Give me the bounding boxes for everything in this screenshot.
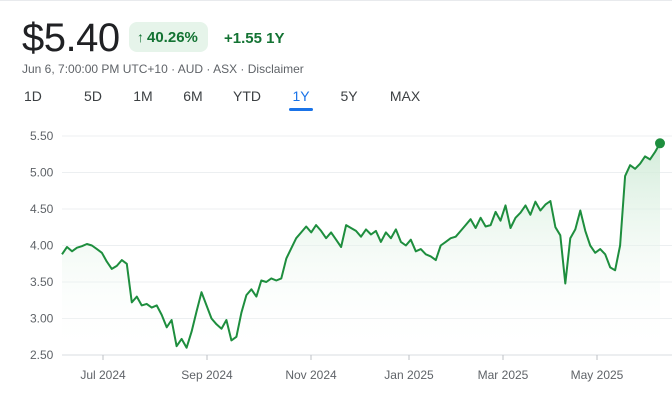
y-tick-label: 5.50 bbox=[30, 129, 54, 143]
y-tick-label: 3.00 bbox=[30, 312, 54, 326]
y-tick-label: 3.50 bbox=[30, 275, 54, 289]
x-tick-label: Mar 2025 bbox=[478, 368, 529, 382]
tab-1m[interactable]: 1M bbox=[133, 88, 153, 104]
absolute-change: +1.55 1Y bbox=[224, 30, 285, 47]
tab-max[interactable]: MAX bbox=[389, 88, 421, 104]
quote-meta-text: Jun 6, 7:00:00 PM UTC+10 · AUD · ASX · bbox=[22, 62, 248, 76]
price-line bbox=[61, 142, 661, 349]
top-divider bbox=[0, 0, 672, 1]
price-area bbox=[62, 143, 660, 355]
tab-1y[interactable]: 1Y bbox=[276, 86, 326, 109]
y-tick-label: 2.50 bbox=[30, 348, 54, 362]
range-tabs: 1D 5D 1M 6M YTD 1Y 5Y MAX bbox=[24, 86, 438, 109]
y-tick-label: 5.00 bbox=[30, 166, 54, 180]
x-tick-label: Jan 2025 bbox=[384, 368, 434, 382]
latest-price-dot bbox=[655, 138, 665, 149]
tab-5y[interactable]: 5Y bbox=[340, 88, 358, 104]
x-axis: Jul 2024 Sep 2024 Nov 2024 Jan 2025 Mar 2025… bbox=[80, 355, 624, 382]
percent-change-badge: ↑ 40.26% bbox=[129, 22, 208, 52]
x-tick-label: Jul 2024 bbox=[80, 368, 126, 382]
tab-1d[interactable]: 1D bbox=[24, 88, 42, 104]
tab-6m[interactable]: 6M bbox=[183, 88, 203, 104]
price-chart[interactable]: 5.50 5.00 4.50 4.00 3.50 3.00 2.50 Jul 2024 Sep… bbox=[0, 120, 672, 392]
x-tick-label: Sep 2024 bbox=[181, 368, 233, 382]
quote-meta: Jun 6, 7:00:00 PM UTC+10 · AUD · ASX · D… bbox=[22, 62, 304, 76]
y-axis-labels: 5.50 5.00 4.50 4.00 3.50 3.00 2.50 bbox=[30, 129, 54, 362]
tab-5d[interactable]: 5D bbox=[84, 88, 102, 104]
arrow-up-icon: ↑ bbox=[137, 29, 144, 45]
disclaimer-link[interactable]: Disclaimer bbox=[247, 62, 304, 76]
y-tick-label: 4.50 bbox=[30, 202, 54, 216]
percent-change-value: 40.26% bbox=[147, 28, 198, 46]
x-tick-label: May 2025 bbox=[571, 368, 624, 382]
tab-ytd[interactable]: YTD bbox=[233, 88, 261, 104]
y-tick-label: 4.00 bbox=[30, 239, 54, 253]
x-tick-label: Nov 2024 bbox=[285, 368, 337, 382]
current-price: $5.40 bbox=[22, 16, 120, 60]
